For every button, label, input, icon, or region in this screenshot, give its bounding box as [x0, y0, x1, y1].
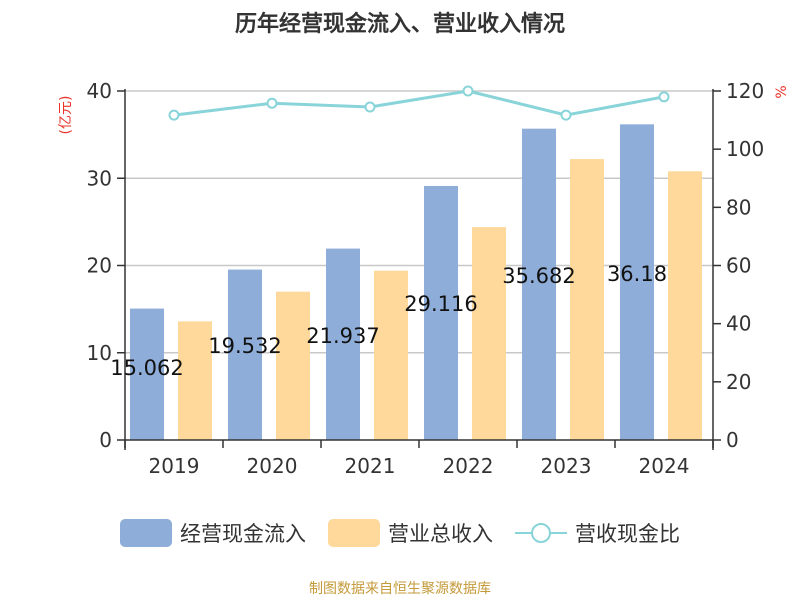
data-label-cash-inflow: 36.18 [607, 262, 667, 286]
bar-revenue [570, 159, 604, 440]
y-tick-label-left: 10 [87, 341, 112, 365]
legend-label: 营业总收入 [388, 522, 493, 546]
ratio-point [560, 109, 572, 121]
bar-revenue [472, 227, 506, 440]
legend-swatch-cash-inflow [120, 519, 172, 547]
data-label-cash-inflow: 21.937 [306, 324, 379, 348]
legend-item-cash-inflow[interactable]: 经营现金流入 [120, 518, 306, 548]
ratio-point [462, 85, 474, 97]
y-tick-label-right: 40 [726, 312, 751, 336]
x-tick-label: 2020 [247, 454, 298, 478]
bar-revenue [668, 171, 702, 440]
y-tick-label-left: 40 [87, 79, 112, 103]
y-tick-label-left: 30 [87, 166, 112, 190]
ratio-line [173, 89, 665, 117]
legend-item-revenue[interactable]: 营业总收入 [328, 518, 493, 548]
y-axis-label-left: (亿元) [58, 96, 74, 135]
legend-swatch-revenue [328, 519, 380, 547]
y-tick-label-right: 80 [726, 195, 751, 219]
x-tick-label: 2022 [443, 454, 494, 478]
legend-item-ratio[interactable]: 营收现金比 [515, 518, 680, 548]
bar-cash-inflow [130, 308, 164, 440]
x-tick-label: 2023 [541, 454, 592, 478]
y-tick-label-right: 60 [726, 254, 751, 278]
legend-label: 营收现金比 [575, 522, 680, 546]
bar-revenue [178, 321, 212, 440]
bar-revenue [276, 291, 310, 440]
ratio-point [266, 97, 278, 109]
ratio-point [658, 91, 670, 103]
data-label-cash-inflow: 35.682 [502, 264, 575, 288]
chart-legend: 经营现金流入 营业总收入 营收现金比 [0, 518, 800, 548]
y-tick-label-right: 0 [726, 428, 739, 452]
data-source-note: 制图数据来自恒生聚源数据库 [309, 581, 491, 597]
bar-cash-inflow [424, 185, 458, 440]
ratio-point [364, 101, 376, 113]
bar-cash-inflow [522, 128, 556, 440]
y-tick-label-left: 0 [99, 428, 112, 452]
chart-title: 历年经营现金流入、营业收入情况 [234, 12, 565, 37]
x-tick-label: 2019 [149, 454, 200, 478]
data-label-cash-inflow: 15.062 [110, 356, 183, 380]
bar-revenue [374, 270, 408, 440]
bar-cash-inflow [326, 248, 360, 440]
y-tick-label-right: 20 [726, 370, 751, 394]
bar-cash-inflow [620, 124, 654, 440]
bar-cash-inflow [228, 269, 262, 440]
y-tick-label-right: 120 [726, 79, 764, 103]
x-tick-label: 2024 [639, 454, 690, 478]
y-tick-label-right: 100 [726, 137, 764, 161]
legend-line-marker-icon [515, 523, 567, 543]
x-tick-label: 2021 [345, 454, 396, 478]
data-label-cash-inflow: 29.116 [404, 292, 477, 316]
legend-label: 经营现金流入 [180, 522, 306, 546]
y-axis-label-right: % [774, 85, 790, 98]
data-label-cash-inflow: 19.532 [208, 334, 281, 358]
ratio-point [168, 109, 180, 121]
y-tick-label-left: 20 [87, 254, 112, 278]
